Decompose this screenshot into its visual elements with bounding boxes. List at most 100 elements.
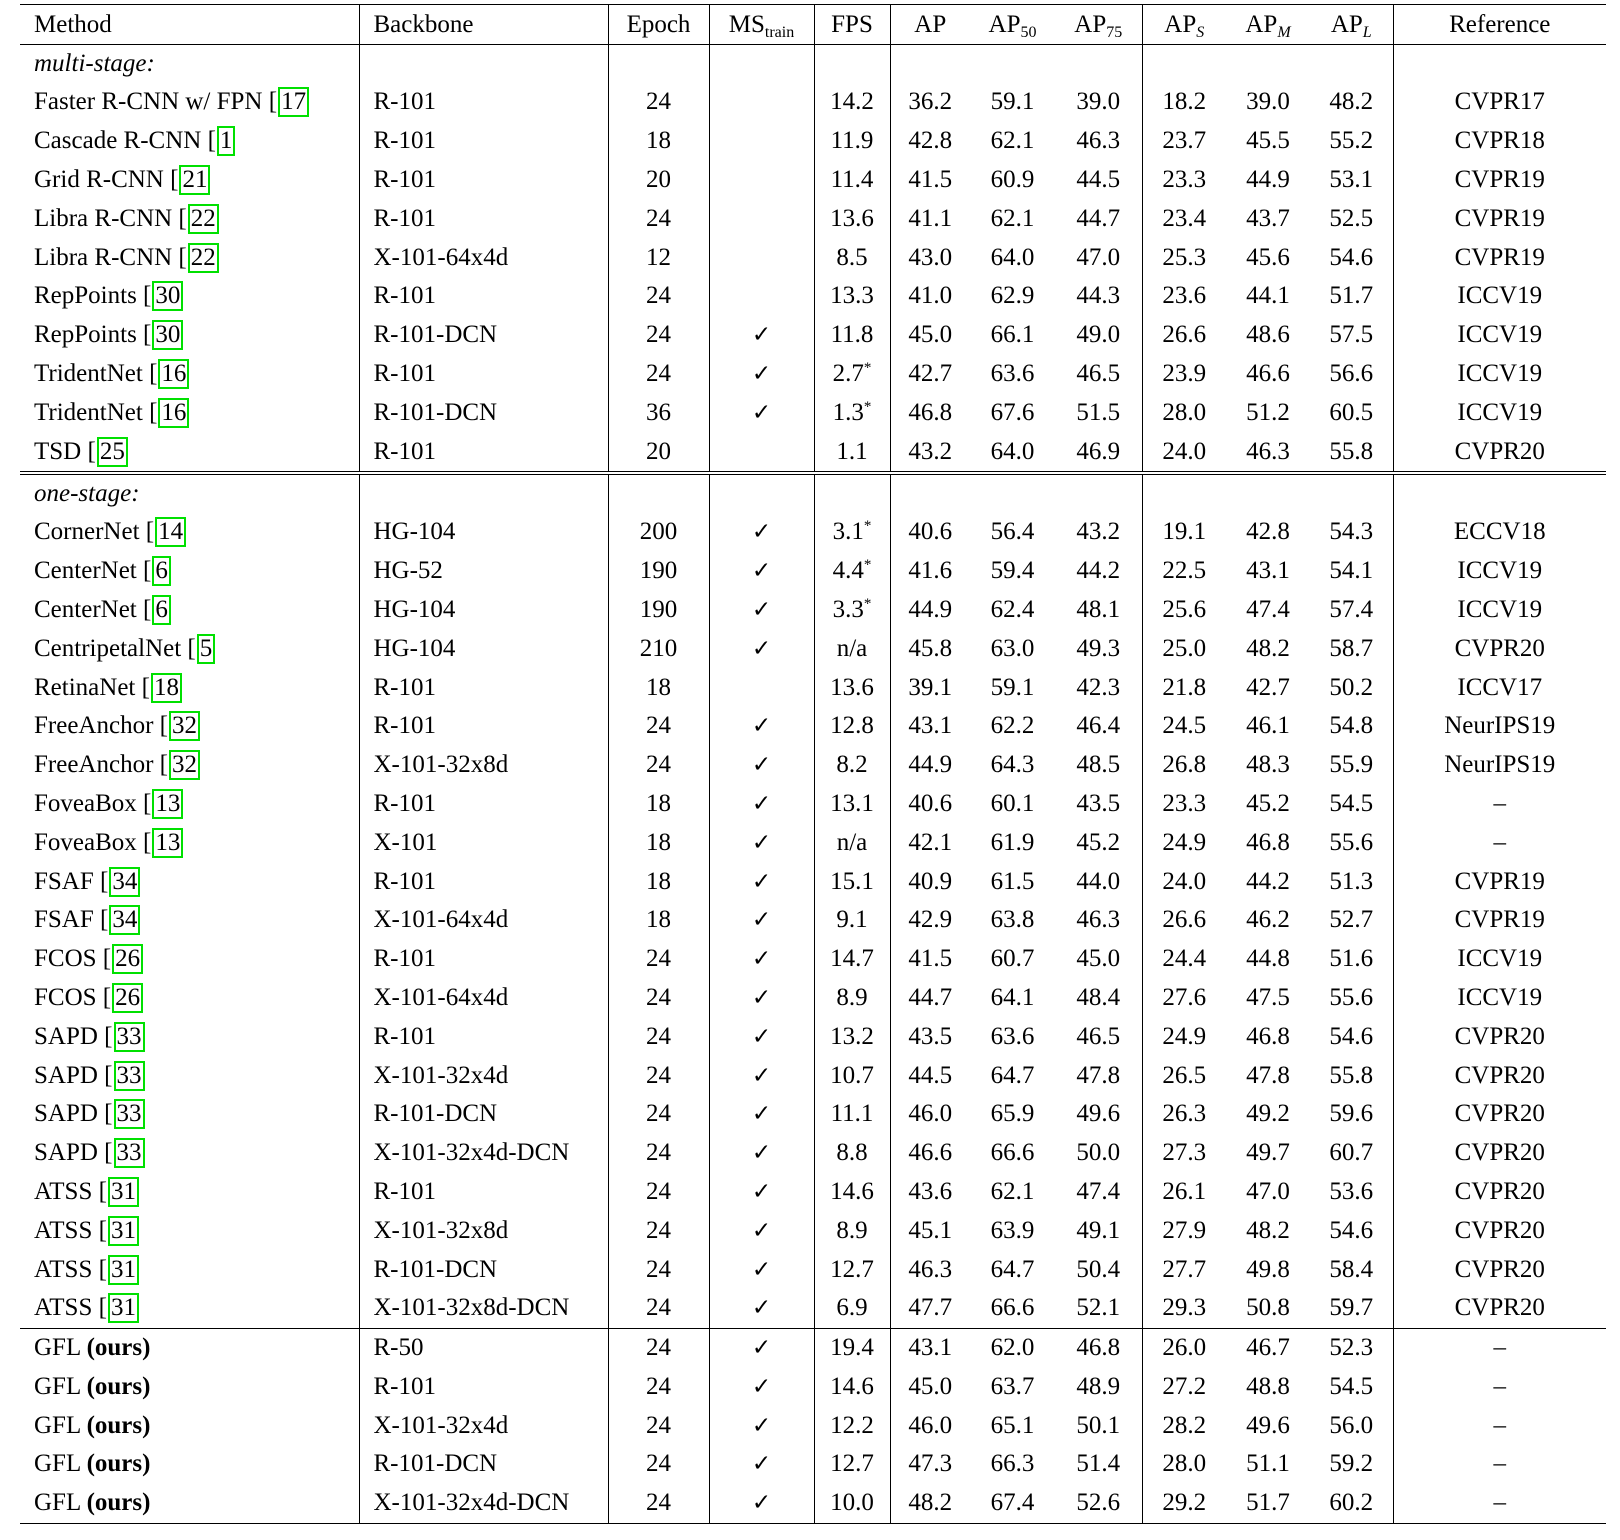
asterisk-mark: * [863, 557, 872, 574]
citation-link[interactable]: 31 [107, 1215, 139, 1246]
reference-cell: CVPR20 [1392, 1094, 1606, 1134]
citation-link[interactable]: 33 [113, 1021, 145, 1052]
backbone-cell: R-101-DCN [358, 393, 608, 433]
apm-cell: 48.2 [1246, 634, 1290, 662]
citation-link[interactable]: 1 [216, 126, 236, 157]
method-name: CenterNet [34, 557, 137, 585]
aps-cell: 27.3 [1141, 1133, 1226, 1173]
checkmark-icon: ✓ [751, 1451, 772, 1478]
citation-link[interactable]: 34 [109, 905, 141, 936]
epoch-cell: 24 [607, 1406, 709, 1446]
header-reference: Reference [1392, 4, 1606, 45]
method-name: SAPD [34, 1022, 98, 1050]
citation-link[interactable]: 21 [179, 164, 211, 195]
checkmark-icon: ✓ [751, 596, 772, 623]
citation-link[interactable]: 5 [196, 633, 216, 664]
citation-link[interactable]: 6 [152, 594, 171, 625]
citation-link[interactable]: 32 [168, 750, 200, 781]
citation-link[interactable]: 32 [168, 711, 200, 742]
fps-cell: 1.1 [813, 432, 890, 474]
checkmark-icon: ✓ [751, 752, 772, 779]
empty-cell [708, 470, 814, 513]
ap50-cell: 62.1 [990, 127, 1035, 155]
epoch-cell: 18 [607, 900, 709, 940]
fps-cell: 14.6 [813, 1367, 890, 1407]
epoch-cell: 18 [607, 862, 709, 901]
citation-link[interactable]: 30 [152, 281, 184, 312]
table-row: FSAF [34 X-101-64x4d 18 ✓ 9.1 42.9 63.8 46.3 26.… [20, 900, 1606, 940]
citation-link[interactable]: 33 [113, 1138, 145, 1169]
fps-cell: 8.9 [813, 978, 890, 1018]
citation-link[interactable]: 25 [96, 436, 128, 467]
citation-link[interactable]: 22 [187, 242, 219, 273]
citation-link[interactable]: 13 [152, 827, 184, 858]
method-name: CentripetalNet [34, 634, 182, 662]
fps-value: 1.1 [836, 437, 868, 465]
citation-link[interactable]: 17 [278, 87, 310, 118]
citation-link[interactable]: 18 [150, 672, 182, 703]
citation-link[interactable]: 14 [155, 517, 187, 548]
aps-cell: 24.5 [1141, 706, 1226, 746]
method-cell: Libra R-CNN [22 [20, 238, 359, 277]
method-name: TridentNet [34, 359, 143, 387]
table-row: FSAF [34 R-101 18 ✓ 15.1 40.9 61.5 44.0 24.0 44.2… [20, 862, 1606, 901]
epoch-cell: 24 [607, 1056, 709, 1095]
fps-cell: 8.2 [813, 745, 890, 785]
fps-value: 14.6 [830, 1372, 874, 1400]
epoch-cell: 24 [607, 1288, 709, 1329]
header-apm: APM [1226, 4, 1310, 45]
ap75-cell: 52.1 [1076, 1294, 1121, 1322]
reference-cell: ECCV18 [1392, 512, 1606, 552]
fps-cell: 13.2 [813, 1017, 890, 1057]
citation-link[interactable]: 26 [112, 944, 144, 975]
ap75-cell: 44.0 [1076, 867, 1121, 895]
fps-value: 3.3 [832, 595, 864, 623]
ms-train-cell: ✓ [708, 745, 814, 785]
apl-cell: 57.5 [1329, 321, 1374, 349]
apm-cell: 49.8 [1246, 1255, 1290, 1283]
citation-link[interactable]: 31 [107, 1293, 139, 1324]
citation-link[interactable]: 31 [107, 1254, 139, 1285]
ap50-cell: 62.2 [990, 712, 1035, 740]
ap50-cell: 60.1 [990, 789, 1035, 817]
method-cell: SAPD [33 [20, 1056, 359, 1095]
citation-link[interactable]: 33 [113, 1060, 145, 1091]
fps-value: 11.4 [830, 165, 874, 193]
apl-cell: 50.2 [1329, 673, 1374, 701]
citation-link[interactable]: 16 [158, 358, 190, 389]
citation-link[interactable]: 34 [109, 866, 141, 897]
checkmark-icon: ✓ [751, 1140, 772, 1167]
fps-cell: 8.9 [813, 1211, 890, 1251]
citation-link[interactable]: 13 [152, 788, 184, 819]
method-cell: RetinaNet [18 [20, 668, 359, 707]
ap50-cell: 62.1 [990, 1177, 1035, 1205]
table-row: TridentNet [16 R-101 24 ✓ 2.7* 42.7 63.6 46.5 23… [20, 354, 1606, 394]
checkmark-icon: ✓ [751, 360, 772, 387]
citation-link[interactable]: 6 [152, 556, 171, 587]
fps-value: 8.8 [836, 1139, 868, 1167]
fps-cell: 12.7 [813, 1445, 890, 1484]
citation-link[interactable]: 33 [113, 1099, 145, 1130]
ap-cell: 46.0 [889, 1406, 970, 1446]
asterisk-mark: * [863, 398, 872, 415]
reference-cell: CVPR20 [1392, 1133, 1606, 1173]
asterisk-mark: * [863, 518, 872, 535]
ms-train-cell: ✓ [708, 1367, 814, 1407]
reference-cell: NeurIPS19 [1392, 706, 1606, 746]
fps-value: 9.1 [836, 906, 868, 934]
citation-link[interactable]: 31 [107, 1176, 139, 1207]
citation-link[interactable]: 16 [158, 397, 190, 428]
fps-cell: 11.8 [813, 315, 890, 355]
ap-cell: 47.7 [889, 1288, 970, 1329]
ap75-cell: 49.1 [1076, 1216, 1121, 1244]
ms-train-cell: ✓ [708, 1250, 814, 1289]
apm-cell: 51.7 [1226, 1483, 1310, 1524]
fps-cell: 10.7 [813, 1056, 890, 1095]
backbone-cell: X-101-64x4d [358, 900, 608, 940]
citation-link[interactable]: 26 [112, 982, 144, 1013]
citation-link[interactable]: 30 [152, 320, 184, 351]
citation-link[interactable]: 22 [187, 203, 219, 234]
ap50-cell: 63.7 [990, 1372, 1035, 1400]
ap50-cell: 61.9 [990, 828, 1035, 856]
ms-train-cell: ✓ [708, 862, 814, 901]
